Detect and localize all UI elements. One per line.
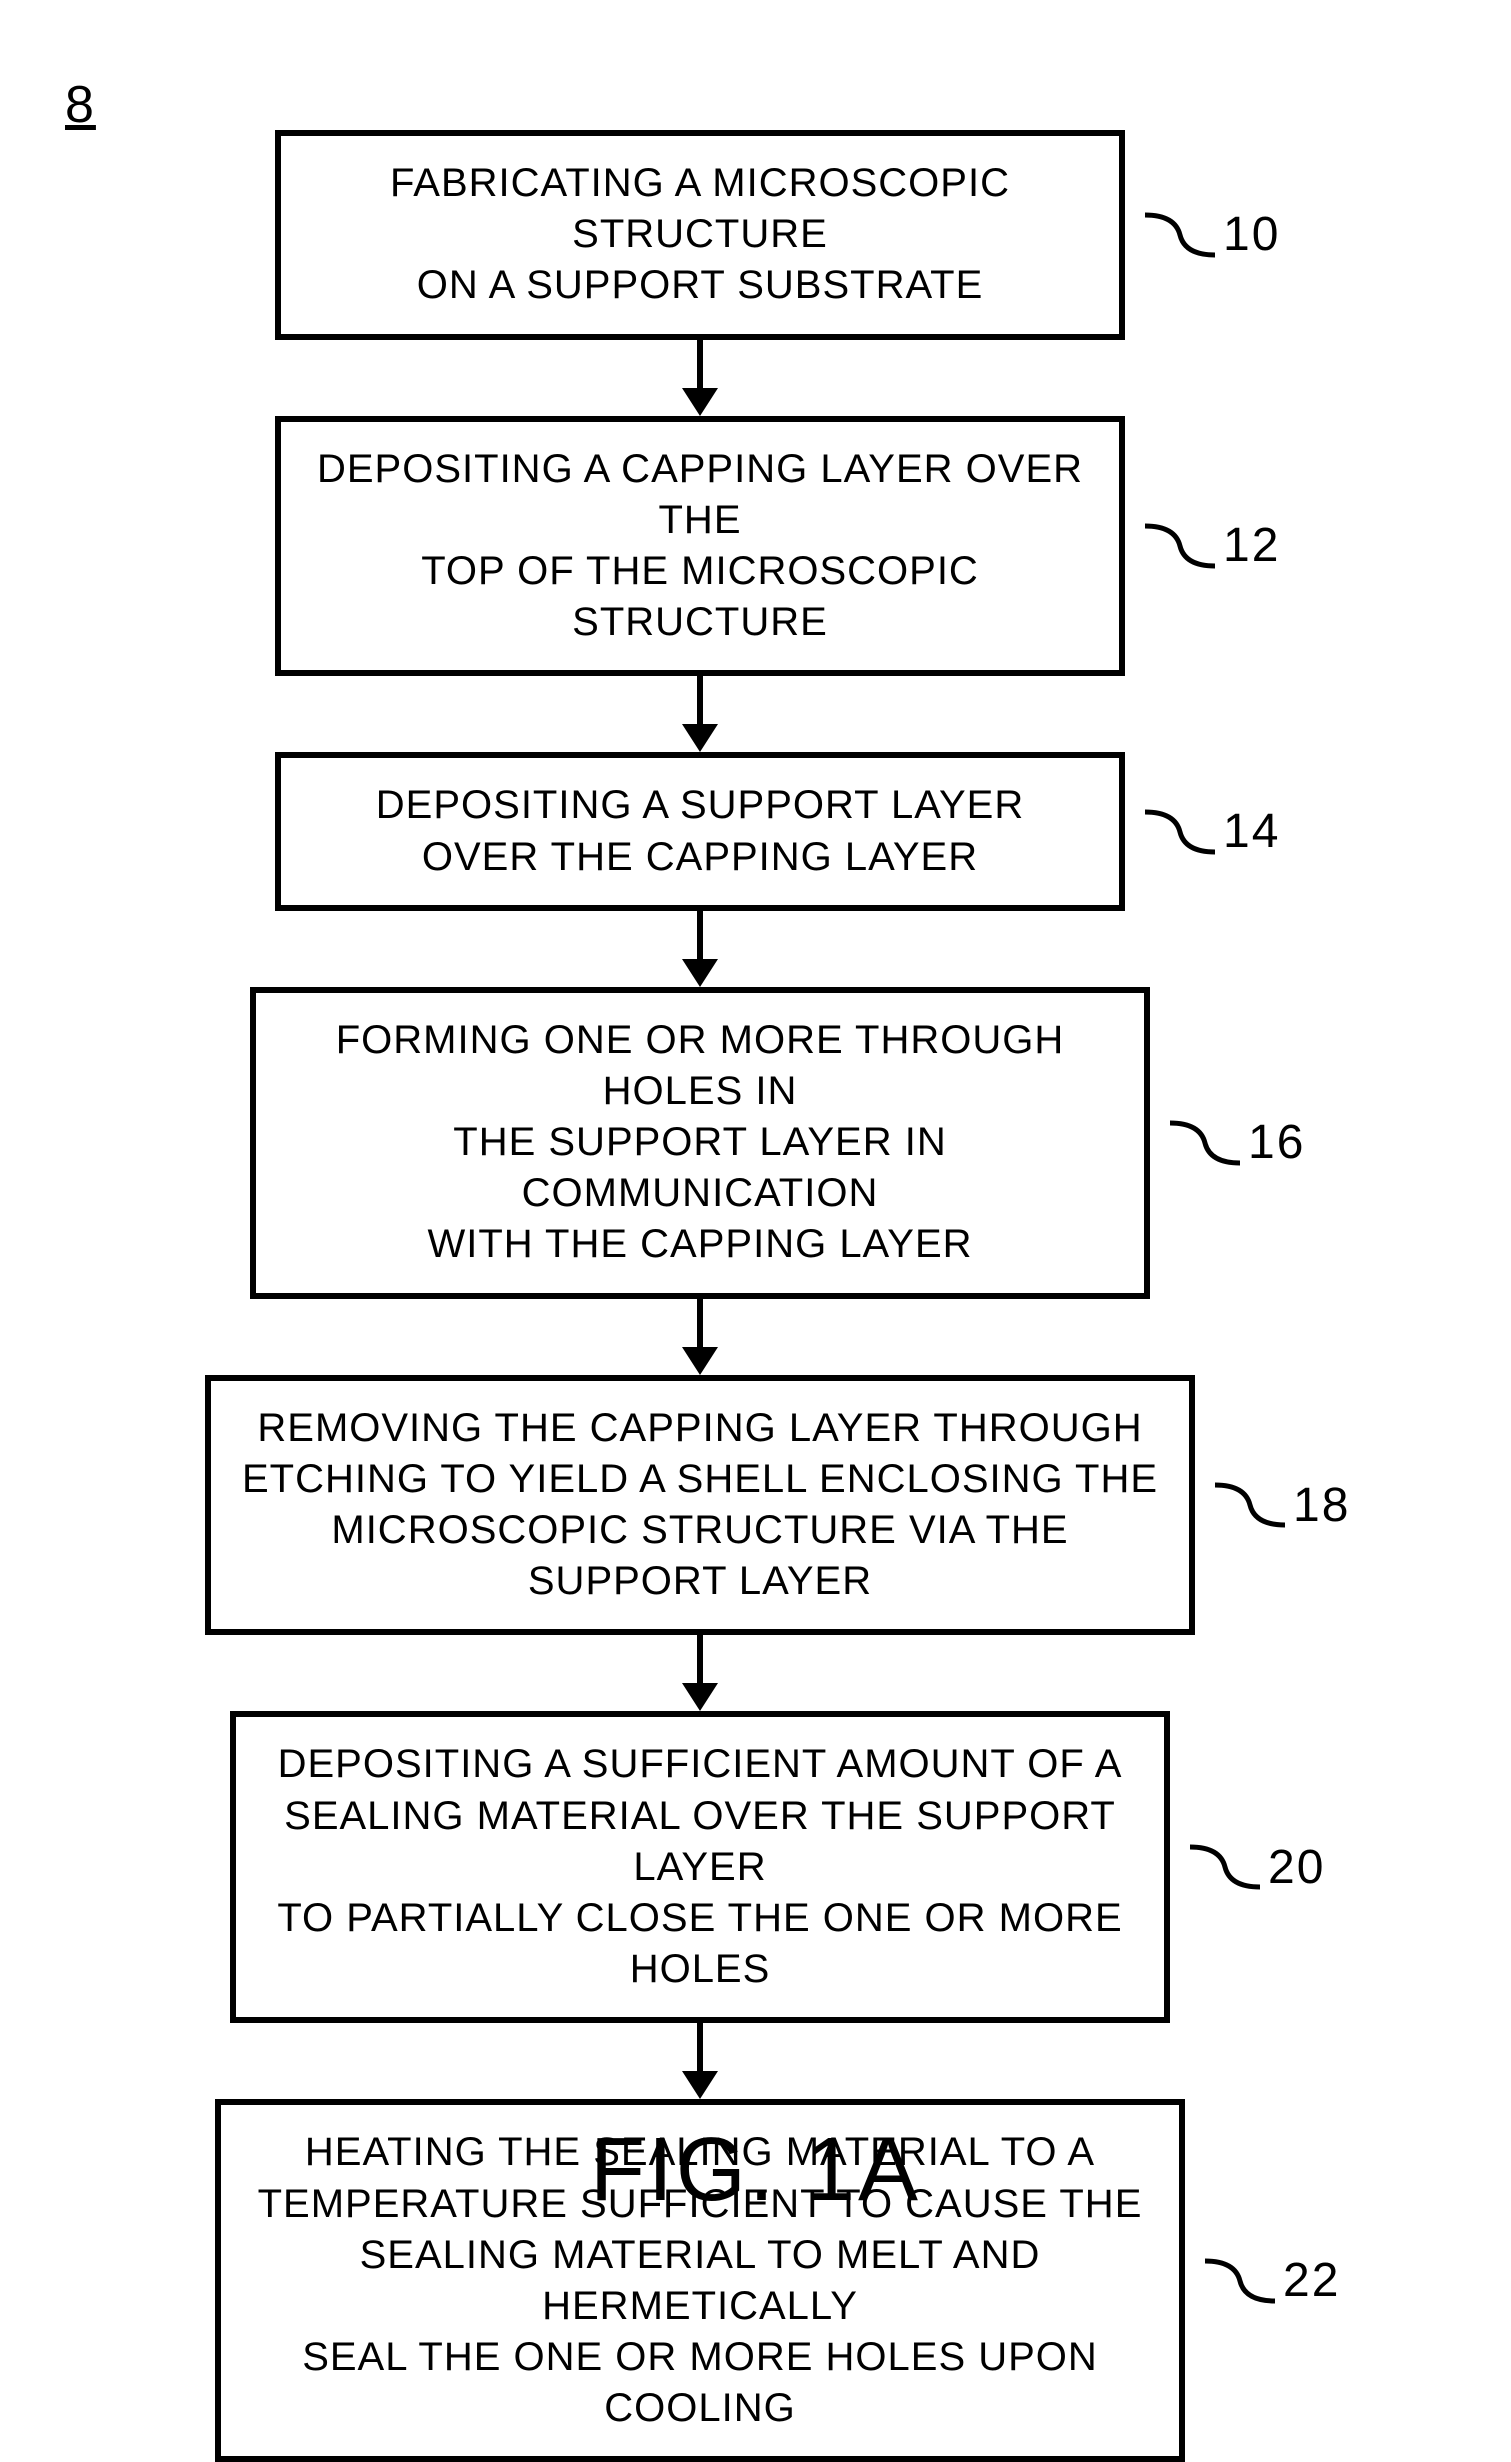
reference-connector: 16 bbox=[1170, 1113, 1305, 1173]
step-box: DEPOSITING A CAPPING LAYER OVER THETOP O… bbox=[275, 416, 1125, 677]
step-box: REMOVING THE CAPPING LAYER THROUGHETCHIN… bbox=[205, 1375, 1195, 1636]
connector-curve-icon bbox=[1205, 2251, 1275, 2311]
connector-curve-icon bbox=[1190, 1837, 1260, 1897]
reference-connector: 22 bbox=[1205, 2251, 1340, 2311]
reference-number: 20 bbox=[1268, 1840, 1325, 1895]
reference-number: 22 bbox=[1283, 2253, 1340, 2308]
step-box: DEPOSITING A SUFFICIENT AMOUNT OF ASEALI… bbox=[230, 1711, 1170, 2023]
flow-step: DEPOSITING A SUPPORT LAYEROVER THE CAPPI… bbox=[200, 752, 1200, 910]
figure-caption: FIG. 1A bbox=[0, 2119, 1511, 2222]
flow-step: FORMING ONE OR MORE THROUGH HOLES INTHE … bbox=[200, 987, 1200, 1299]
reference-connector: 10 bbox=[1145, 205, 1280, 265]
reference-number: 16 bbox=[1248, 1115, 1305, 1170]
connector-curve-icon bbox=[1145, 205, 1215, 265]
arrow-down-icon bbox=[682, 340, 718, 416]
reference-connector: 14 bbox=[1145, 802, 1280, 862]
arrow-down-icon bbox=[682, 676, 718, 752]
connector-curve-icon bbox=[1145, 516, 1215, 576]
reference-number: 10 bbox=[1223, 207, 1280, 262]
flowchart-container: FABRICATING A MICROSCOPIC STRUCTUREON A … bbox=[200, 130, 1200, 2462]
reference-connector: 20 bbox=[1190, 1837, 1325, 1897]
step-box: FABRICATING A MICROSCOPIC STRUCTUREON A … bbox=[275, 130, 1125, 340]
reference-connector: 18 bbox=[1215, 1475, 1350, 1535]
step-box: FORMING ONE OR MORE THROUGH HOLES INTHE … bbox=[250, 987, 1150, 1299]
step-box: DEPOSITING A SUPPORT LAYEROVER THE CAPPI… bbox=[275, 752, 1125, 910]
flow-step: REMOVING THE CAPPING LAYER THROUGHETCHIN… bbox=[200, 1375, 1200, 1636]
flow-step: DEPOSITING A SUFFICIENT AMOUNT OF ASEALI… bbox=[200, 1711, 1200, 2023]
arrow-down-icon bbox=[682, 1299, 718, 1375]
connector-curve-icon bbox=[1145, 802, 1215, 862]
page-number: 8 bbox=[65, 75, 96, 135]
connector-curve-icon bbox=[1215, 1475, 1285, 1535]
arrow-down-icon bbox=[682, 1635, 718, 1711]
connector-curve-icon bbox=[1170, 1113, 1240, 1173]
reference-number: 14 bbox=[1223, 804, 1280, 859]
flow-step: DEPOSITING A CAPPING LAYER OVER THETOP O… bbox=[200, 416, 1200, 677]
reference-number: 12 bbox=[1223, 518, 1280, 573]
reference-number: 18 bbox=[1293, 1478, 1350, 1533]
arrow-down-icon bbox=[682, 2023, 718, 2099]
arrow-down-icon bbox=[682, 911, 718, 987]
flow-step: FABRICATING A MICROSCOPIC STRUCTUREON A … bbox=[200, 130, 1200, 340]
reference-connector: 12 bbox=[1145, 516, 1280, 576]
